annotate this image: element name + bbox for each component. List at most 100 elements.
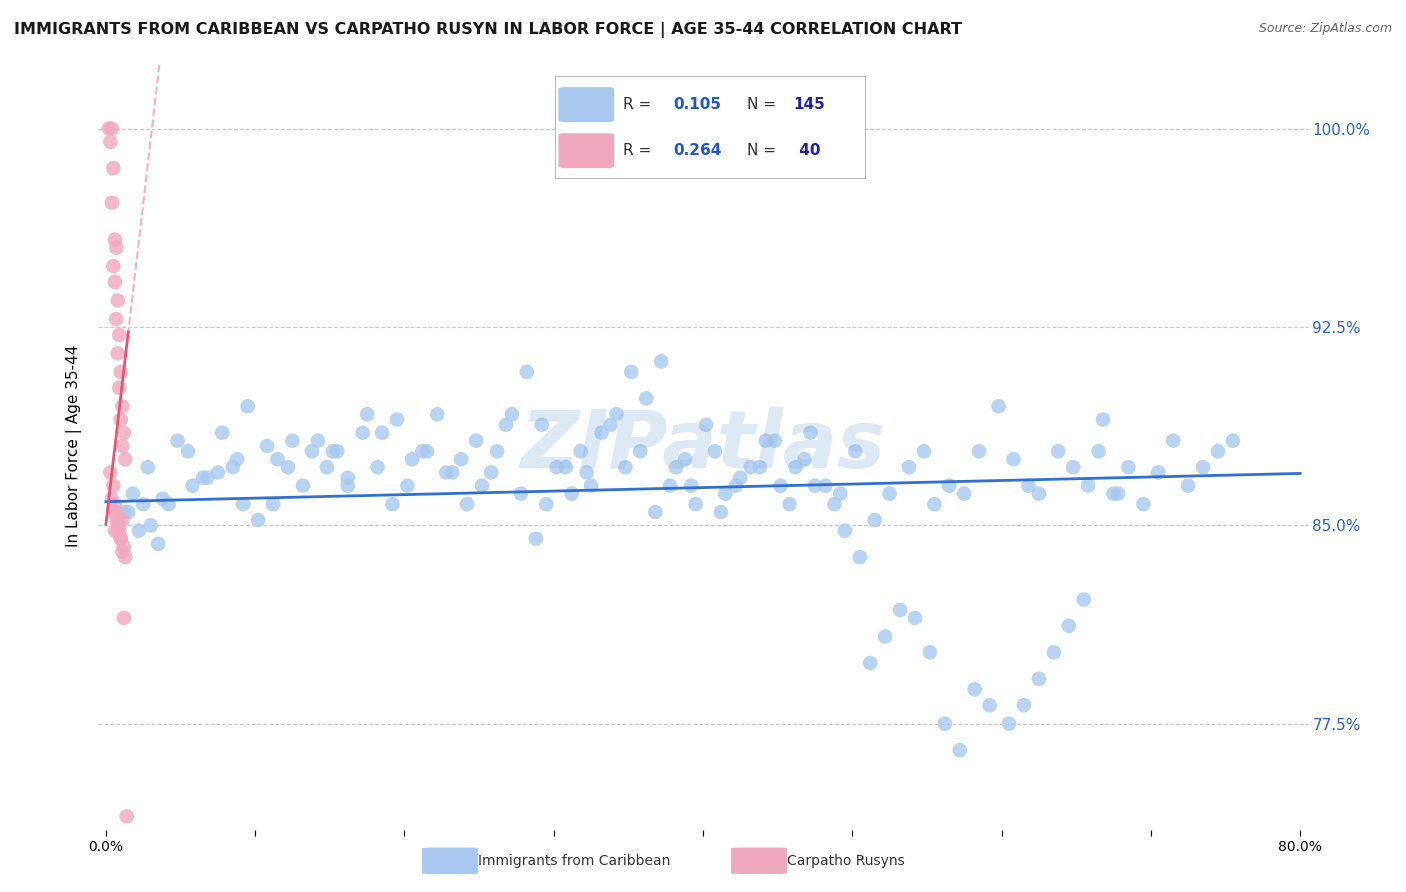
- Point: [804, 478, 827, 492]
- Text: Immigrants from Caribbean: Immigrants from Caribbean: [478, 854, 671, 868]
- Point: [769, 478, 792, 492]
- FancyBboxPatch shape: [558, 87, 614, 122]
- Point: [105, 513, 128, 527]
- Point: [112, 505, 135, 519]
- Point: [396, 478, 419, 492]
- Point: [1118, 460, 1140, 475]
- Point: [924, 497, 946, 511]
- Point: [848, 550, 870, 565]
- Point: [114, 550, 136, 565]
- Point: [1087, 444, 1109, 458]
- Text: N =: N =: [747, 144, 780, 158]
- Point: [117, 505, 139, 519]
- Point: [108, 327, 131, 342]
- Text: Carpatho Rusyns: Carpatho Rusyns: [787, 854, 905, 868]
- Point: [108, 381, 131, 395]
- Point: [579, 478, 602, 492]
- Point: [740, 460, 762, 475]
- Point: [536, 497, 558, 511]
- Point: [197, 471, 219, 485]
- Point: [166, 434, 188, 448]
- Point: [659, 478, 682, 492]
- Point: [1092, 412, 1115, 426]
- Point: [465, 434, 488, 448]
- Point: [904, 611, 927, 625]
- Point: [628, 444, 651, 458]
- Point: [136, 460, 159, 475]
- Point: [110, 532, 132, 546]
- Point: [1043, 645, 1066, 659]
- FancyBboxPatch shape: [422, 847, 478, 874]
- Point: [703, 444, 725, 458]
- Point: [863, 513, 886, 527]
- Point: [859, 656, 882, 670]
- Point: [110, 532, 132, 546]
- Point: [322, 444, 344, 458]
- Text: ZIPatlas: ZIPatlas: [520, 407, 886, 485]
- Point: [755, 434, 778, 448]
- Point: [115, 809, 138, 823]
- Point: [844, 444, 866, 458]
- Point: [614, 460, 637, 475]
- Point: [1047, 444, 1070, 458]
- Point: [605, 407, 627, 421]
- Point: [546, 460, 568, 475]
- Point: [495, 417, 517, 432]
- Point: [1028, 672, 1050, 686]
- Point: [879, 486, 901, 500]
- Point: [112, 611, 135, 625]
- Point: [998, 716, 1021, 731]
- Point: [1147, 466, 1170, 480]
- Point: [963, 682, 986, 697]
- Point: [785, 460, 807, 475]
- Point: [401, 452, 423, 467]
- Point: [112, 425, 135, 440]
- Point: [509, 486, 531, 500]
- Text: 145: 145: [793, 97, 825, 112]
- Point: [938, 478, 960, 492]
- Point: [1206, 444, 1229, 458]
- Point: [98, 466, 121, 480]
- Point: [114, 452, 136, 467]
- Point: [898, 460, 921, 475]
- Point: [799, 425, 821, 440]
- Point: [371, 425, 394, 440]
- Point: [108, 524, 131, 538]
- Point: [1057, 619, 1080, 633]
- Point: [104, 233, 127, 247]
- Point: [1062, 460, 1084, 475]
- Point: [569, 444, 592, 458]
- Y-axis label: In Labor Force | Age 35-44: In Labor Force | Age 35-44: [66, 345, 83, 547]
- Point: [326, 444, 349, 458]
- Point: [1077, 478, 1099, 492]
- Point: [1192, 460, 1215, 475]
- Point: [104, 275, 127, 289]
- Point: [97, 121, 120, 136]
- Point: [112, 540, 135, 554]
- Point: [352, 425, 374, 440]
- Point: [315, 460, 337, 475]
- Point: [111, 513, 134, 527]
- FancyBboxPatch shape: [558, 133, 614, 168]
- Point: [599, 417, 621, 432]
- Point: [485, 444, 508, 458]
- Point: [456, 497, 478, 511]
- Point: [471, 478, 494, 492]
- Point: [301, 444, 323, 458]
- Point: [1107, 486, 1129, 500]
- Point: [356, 407, 378, 421]
- Point: [685, 497, 707, 511]
- Point: [875, 630, 897, 644]
- Point: [650, 354, 672, 368]
- Point: [247, 513, 270, 527]
- Point: [620, 365, 643, 379]
- Point: [665, 460, 688, 475]
- Point: [152, 491, 174, 506]
- Point: [262, 497, 284, 511]
- Point: [128, 524, 150, 538]
- Point: [763, 434, 786, 448]
- Point: [918, 645, 941, 659]
- Point: [1132, 497, 1154, 511]
- Point: [266, 452, 288, 467]
- Point: [232, 497, 254, 511]
